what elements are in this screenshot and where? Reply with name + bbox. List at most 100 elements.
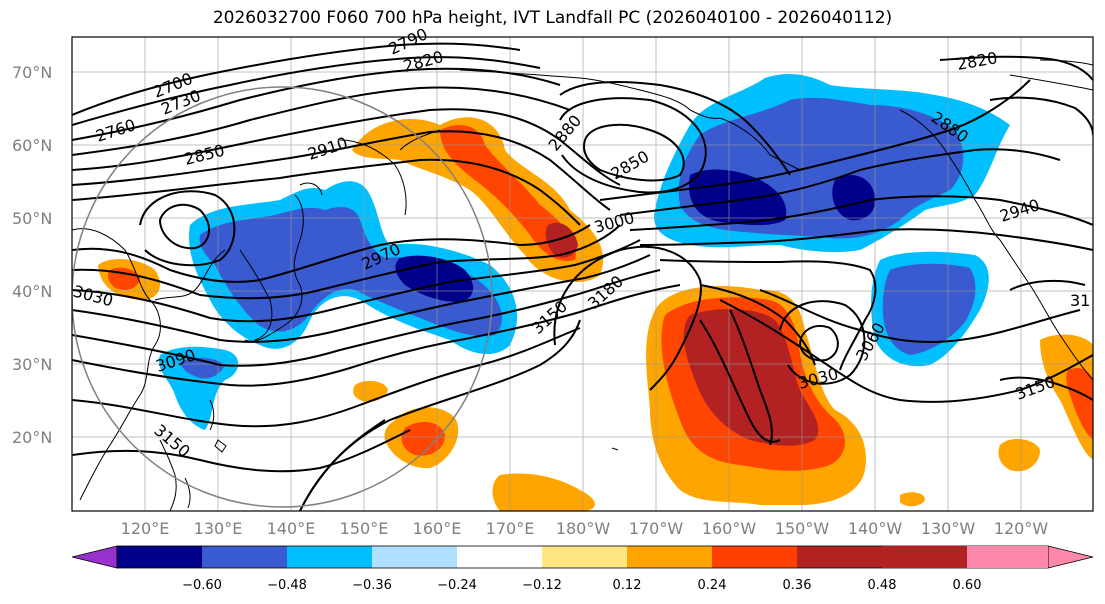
height-contour: [699, 284, 816, 366]
map-title: 2026032700 F060 700 hPa height, IVT Land…: [212, 8, 893, 28]
map-frame: [71, 36, 1094, 512]
height-contour: [599, 79, 1031, 201]
colorbar-tick: 0.36: [783, 578, 812, 593]
ivt-positive-region: [683, 308, 819, 446]
colorbar-tick: 0.60: [953, 578, 982, 593]
graticule: [72, 37, 1093, 511]
height-contour: [72, 67, 561, 141]
colorbar-segment: [797, 546, 882, 568]
lat-label: 30°N: [12, 355, 52, 374]
colorbar-tick: 0.12: [613, 578, 642, 593]
height-contour: [619, 148, 1061, 216]
colorbar: −0.60 −0.48 −0.36 −0.24 −0.12 0.12 0.24 …: [71, 545, 1094, 593]
colorbar-tick: 0.24: [698, 578, 727, 593]
height-contour: [72, 239, 641, 323]
height-contour: [72, 108, 621, 186]
ivt-positive-region: [1066, 368, 1093, 440]
contour-label: 3000: [592, 208, 636, 237]
lon-label: 150°W: [775, 519, 830, 538]
colorbar-segment: [882, 546, 967, 568]
ivt-positive-region: [401, 421, 445, 456]
height-contour: [72, 254, 651, 343]
height-contour: [559, 81, 791, 176]
height-contour: [72, 284, 681, 387]
height-contour: [72, 42, 521, 116]
height-contour: [559, 97, 707, 194]
height-contour: [72, 130, 611, 211]
lon-label: 160°E: [413, 519, 462, 538]
colorbar-tick: −0.60: [182, 578, 222, 593]
colorbar-extend-min: [71, 545, 118, 569]
colorbar-tick: −0.36: [352, 578, 392, 593]
height-contours: [72, 42, 1093, 511]
ivt-negative-region: [199, 207, 503, 337]
lon-label: 130°E: [194, 519, 243, 538]
colorbar-segment: [372, 546, 457, 568]
ivt-negative-region: [832, 175, 876, 221]
height-contour: [299, 419, 386, 511]
ivt-negative-region: [689, 169, 787, 226]
height-contour: [699, 319, 781, 443]
ivt-positive-region: [1040, 334, 1093, 460]
ivt-positive-region: [900, 492, 925, 507]
height-contour: [72, 86, 571, 156]
height-contour: [779, 300, 866, 385]
height-contour: [72, 158, 581, 226]
colorbar-extend-max: [1047, 545, 1094, 569]
lon-label: 120°W: [994, 519, 1049, 538]
height-contour: [999, 376, 1093, 401]
ivt-positive-region: [107, 267, 140, 290]
lon-label: 130°W: [921, 519, 976, 538]
contour-label: 31: [1070, 291, 1090, 310]
contour-label: 2760: [93, 115, 138, 146]
colorbar-segment: [287, 546, 372, 568]
height-contour: [553, 245, 702, 391]
lon-label: 140°E: [267, 519, 316, 538]
height-contour: [798, 325, 839, 362]
longitude-labels: 120°E 130°E 140°E 150°E 160°E 170°E 180°…: [121, 519, 1049, 538]
height-contour: [139, 190, 236, 267]
colorbar-segment: [457, 546, 542, 568]
colorbar-tick: −0.24: [437, 578, 477, 593]
contour-label: 2940: [997, 195, 1042, 226]
lat-label: 20°N: [12, 428, 52, 447]
colorbar-segment: [967, 546, 1048, 568]
height-contour: [72, 429, 411, 473]
height-contour: [72, 224, 591, 283]
lon-label: 170°W: [629, 519, 684, 538]
lon-label: 180°W: [556, 519, 611, 538]
lon-label: 140°W: [848, 519, 903, 538]
ivt-positive-region: [545, 222, 578, 258]
ivt-negative-region: [882, 263, 976, 355]
colorbar-segment: [117, 546, 202, 568]
lat-label: 70°N: [12, 63, 52, 82]
height-contour: [72, 224, 621, 300]
colorbar-tick: −0.48: [267, 578, 307, 593]
lat-label: 50°N: [12, 209, 52, 228]
ivt-positive-region: [353, 380, 388, 402]
height-contour: [582, 123, 685, 182]
contour-label: 2820: [955, 48, 998, 74]
colorbar-tick: −0.12: [522, 578, 562, 593]
height-contour: [719, 299, 1093, 403]
lat-label: 40°N: [12, 282, 52, 301]
domain-circle: [72, 86, 493, 508]
height-contour: [72, 327, 581, 428]
ivt-positive-region: [998, 438, 1040, 472]
height-contour: [639, 228, 1093, 251]
colorbar-segment: [712, 546, 797, 568]
height-contour: [939, 55, 1093, 81]
height-contour: [72, 269, 661, 367]
height-contour: [72, 56, 541, 126]
height-contour: [158, 203, 210, 250]
height-contour: [989, 96, 1093, 136]
lon-label: 170°E: [486, 519, 535, 538]
lon-label: 160°W: [702, 519, 757, 538]
height-contour: [1009, 279, 1086, 291]
colorbar-segment: [542, 546, 627, 568]
ivt-positive-region: [440, 125, 576, 261]
colorbar-tick: 0.48: [868, 578, 897, 593]
height-contour: [629, 195, 1093, 231]
colorbar-segment: [202, 546, 287, 568]
